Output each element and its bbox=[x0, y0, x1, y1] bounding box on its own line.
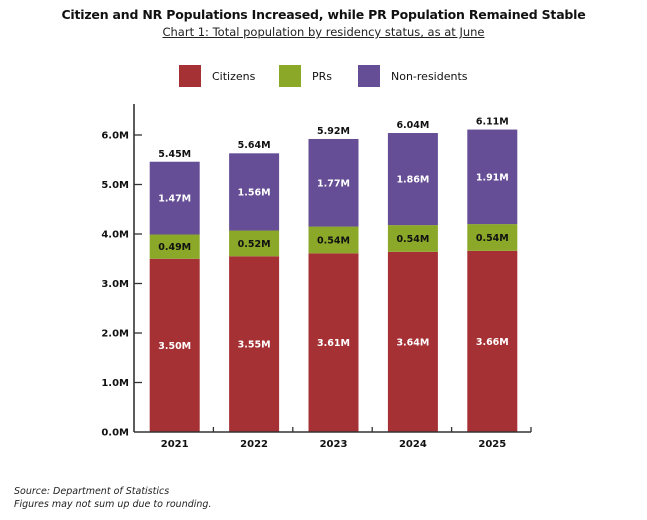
x-tick-label-2023: 2023 bbox=[320, 439, 348, 450]
source-note: Source: Department of Statistics bbox=[14, 486, 170, 497]
segment-label-prs-2022: 0.52M bbox=[238, 239, 271, 250]
total-label-2025: 6.11M bbox=[476, 117, 509, 128]
bar-segment-citizens-2022 bbox=[229, 256, 280, 432]
total-label-2023: 5.92M bbox=[317, 126, 350, 137]
bar-segment-citizens-2025 bbox=[467, 250, 518, 432]
bar-segment-non-residents-2021 bbox=[149, 161, 200, 235]
segment-label-non-residents-2025: 1.91M bbox=[476, 172, 509, 183]
segment-label-citizens-2022: 3.55M bbox=[238, 340, 271, 351]
x-tick-label-2024: 2024 bbox=[399, 439, 427, 450]
segment-label-citizens-2025: 3.66M bbox=[476, 337, 509, 348]
y-tick-label-1: 1.0M bbox=[101, 378, 129, 389]
segment-label-non-residents-2023: 1.77M bbox=[317, 178, 350, 189]
segment-label-prs-2021: 0.49M bbox=[158, 242, 191, 253]
segment-label-citizens-2024: 3.64M bbox=[396, 337, 429, 348]
legend-item-prs: PRs bbox=[279, 65, 332, 87]
x-tick-label-2021: 2021 bbox=[161, 439, 189, 450]
y-tick-label-5: 5.0M bbox=[101, 180, 129, 191]
chart-title: Citizen and NR Populations Increased, wh… bbox=[61, 7, 586, 22]
segment-label-non-residents-2021: 1.47M bbox=[158, 194, 191, 205]
bar-segment-non-residents-2025 bbox=[467, 129, 518, 225]
legend-swatch-citizens bbox=[179, 65, 201, 87]
segment-label-non-residents-2022: 1.56M bbox=[238, 187, 271, 198]
bar-segment-non-residents-2024 bbox=[387, 133, 438, 226]
chart-subtitle: Chart 1: Total population by residency s… bbox=[162, 25, 485, 39]
segment-label-prs-2024: 0.54M bbox=[396, 234, 429, 245]
y-tick-label-4: 4.0M bbox=[101, 230, 129, 241]
bar-segment-citizens-2024 bbox=[387, 251, 438, 432]
legend-label-citizens: Citizens bbox=[212, 69, 256, 83]
x-tick-label-2022: 2022 bbox=[240, 439, 268, 450]
bar-segment-non-residents-2023 bbox=[308, 138, 359, 227]
legend-swatch-non-residents bbox=[358, 65, 380, 87]
y-tick-label-0: 0.0M bbox=[101, 428, 129, 439]
bar-segment-prs-2021 bbox=[149, 234, 200, 259]
bar-segment-prs-2022 bbox=[229, 230, 280, 257]
bar-segment-prs-2023 bbox=[308, 226, 359, 254]
legend-label-non-residents: Non-residents bbox=[391, 69, 468, 83]
segment-label-citizens-2023: 3.61M bbox=[317, 338, 350, 349]
legend-item-citizens: Citizens bbox=[179, 65, 255, 87]
y-tick-label-6: 6.0M bbox=[101, 131, 129, 142]
legend-item-non-residents: Non-residents bbox=[358, 65, 468, 87]
bar-segment-prs-2025 bbox=[467, 224, 518, 251]
rounding-note: Figures may not sum up due to rounding. bbox=[14, 499, 212, 510]
bar-segment-citizens-2023 bbox=[308, 253, 359, 432]
total-label-2024: 6.04M bbox=[396, 120, 429, 131]
segment-label-non-residents-2024: 1.86M bbox=[396, 175, 429, 186]
legend-swatch-prs bbox=[279, 65, 301, 87]
bar-segment-non-residents-2022 bbox=[229, 153, 280, 231]
y-tick-label-3: 3.0M bbox=[101, 279, 129, 290]
bar-segment-citizens-2021 bbox=[149, 258, 200, 432]
segment-label-prs-2023: 0.54M bbox=[317, 235, 350, 246]
segment-label-prs-2025: 0.54M bbox=[476, 233, 509, 244]
total-label-2022: 5.64M bbox=[238, 140, 271, 151]
x-tick-label-2025: 2025 bbox=[478, 439, 506, 450]
bar-segment-prs-2024 bbox=[387, 225, 438, 252]
segment-label-citizens-2021: 3.50M bbox=[158, 341, 191, 352]
legend-label-prs: PRs bbox=[312, 69, 333, 83]
y-tick-label-2: 2.0M bbox=[101, 329, 129, 340]
total-label-2021: 5.45M bbox=[158, 149, 191, 160]
